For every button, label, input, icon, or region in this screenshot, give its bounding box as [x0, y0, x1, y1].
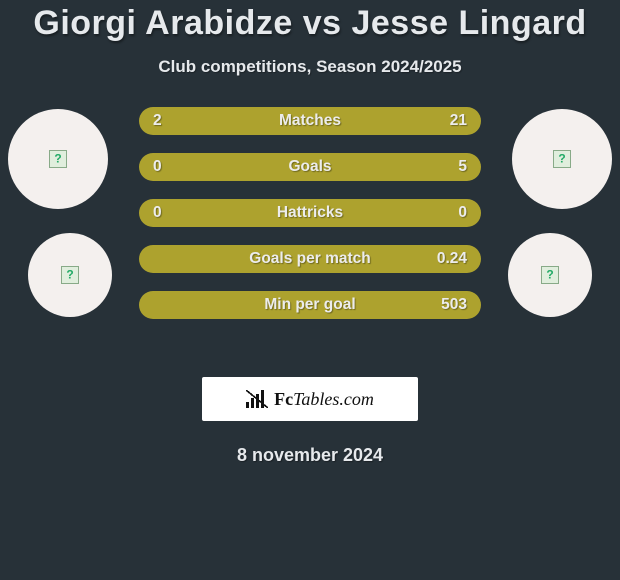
- brand-chart-icon: [246, 390, 268, 408]
- stats-list: 2 Matches 21 0 Goals 5 0 Hattricks 0 Goa…: [139, 107, 481, 337]
- player2-avatar: [512, 109, 612, 209]
- stat-label: Goals per match: [249, 250, 370, 268]
- stat-right-value: 21: [437, 112, 467, 130]
- page-subtitle: Club competitions, Season 2024/2025: [0, 57, 620, 77]
- stat-row-matches: 2 Matches 21: [139, 107, 481, 135]
- image-placeholder-icon: [61, 266, 79, 284]
- player1-avatar: [8, 109, 108, 209]
- stat-label: Min per goal: [264, 296, 355, 314]
- player1-club-avatar: [28, 233, 112, 317]
- stat-label: Matches: [279, 112, 341, 130]
- stat-row-goals: 0 Goals 5: [139, 153, 481, 181]
- stat-right-value: 0.24: [437, 250, 467, 268]
- image-placeholder-icon: [553, 150, 571, 168]
- footer-date: 8 november 2024: [0, 445, 620, 466]
- stat-row-min-per-goal: Min per goal 503: [139, 291, 481, 319]
- stat-right-value: 5: [437, 158, 467, 176]
- stat-row-hattricks: 0 Hattricks 0: [139, 199, 481, 227]
- player2-club-avatar: [508, 233, 592, 317]
- brand-text: FcTables.com: [274, 389, 374, 410]
- image-placeholder-icon: [541, 266, 559, 284]
- stat-left-value: 2: [153, 112, 183, 130]
- stat-label: Hattricks: [277, 204, 343, 222]
- stat-right-value: 503: [437, 296, 467, 314]
- comparison-card: Giorgi Arabidze vs Jesse Lingard Club co…: [0, 0, 620, 466]
- brand-suffix: Tables.com: [293, 389, 374, 409]
- stat-left-value: 0: [153, 204, 183, 222]
- brand-logo[interactable]: FcTables.com: [202, 377, 418, 421]
- image-placeholder-icon: [49, 150, 67, 168]
- stat-label: Goals: [288, 158, 331, 176]
- stat-left-value: 0: [153, 158, 183, 176]
- page-title: Giorgi Arabidze vs Jesse Lingard: [0, 4, 620, 43]
- main-area: 2 Matches 21 0 Goals 5 0 Hattricks 0 Goa…: [0, 107, 620, 367]
- brand-prefix: Fc: [274, 389, 293, 409]
- stat-right-value: 0: [437, 204, 467, 222]
- stat-row-goals-per-match: Goals per match 0.24: [139, 245, 481, 273]
